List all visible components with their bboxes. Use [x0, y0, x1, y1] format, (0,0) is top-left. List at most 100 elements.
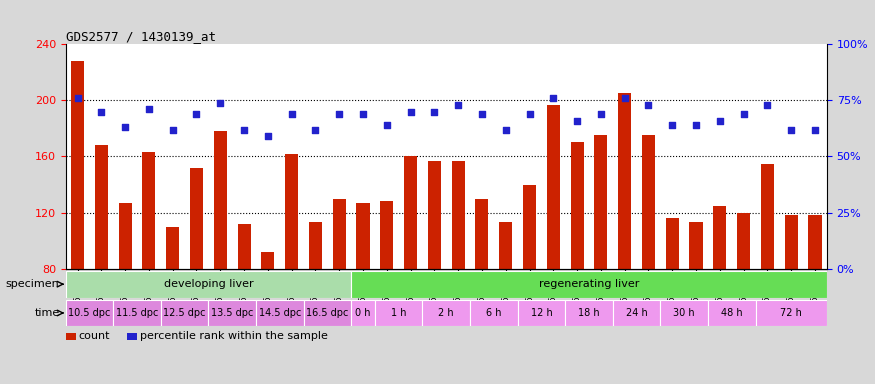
- Point: [71, 95, 85, 101]
- Bar: [499, 222, 512, 269]
- Bar: [118, 203, 131, 269]
- Point: [618, 95, 632, 101]
- Text: 18 h: 18 h: [578, 308, 599, 318]
- Bar: [208, 300, 256, 326]
- Point: [142, 106, 156, 113]
- Text: 48 h: 48 h: [721, 308, 743, 318]
- Bar: [166, 227, 179, 269]
- Point: [808, 126, 822, 132]
- Text: 16.5 dpc: 16.5 dpc: [306, 308, 348, 318]
- Point: [284, 111, 298, 117]
- Text: specimen: specimen: [6, 279, 60, 289]
- Text: 11.5 dpc: 11.5 dpc: [116, 308, 158, 318]
- Point: [737, 111, 751, 117]
- Bar: [304, 300, 351, 326]
- Bar: [523, 185, 536, 269]
- Bar: [381, 202, 394, 269]
- Text: count: count: [79, 331, 110, 341]
- Point: [118, 124, 132, 130]
- Text: 12.5 dpc: 12.5 dpc: [164, 308, 206, 318]
- Text: 0 h: 0 h: [355, 308, 371, 318]
- Bar: [470, 300, 518, 326]
- Point: [475, 111, 489, 117]
- Bar: [612, 300, 661, 326]
- Point: [332, 111, 346, 117]
- Text: percentile rank within the sample: percentile rank within the sample: [140, 331, 328, 341]
- Bar: [66, 300, 113, 326]
- Bar: [190, 168, 203, 269]
- Bar: [94, 145, 108, 269]
- Bar: [690, 222, 703, 269]
- Text: 72 h: 72 h: [780, 308, 802, 318]
- Point: [214, 99, 228, 106]
- Bar: [256, 300, 304, 326]
- Bar: [351, 300, 374, 326]
- Bar: [808, 215, 822, 269]
- Bar: [161, 300, 208, 326]
- Text: regenerating liver: regenerating liver: [539, 279, 639, 289]
- Point: [452, 102, 466, 108]
- Bar: [351, 271, 827, 298]
- Text: 13.5 dpc: 13.5 dpc: [211, 308, 254, 318]
- Bar: [428, 161, 441, 269]
- Text: developing liver: developing liver: [164, 279, 253, 289]
- Point: [594, 111, 608, 117]
- Point: [570, 118, 584, 124]
- Bar: [594, 136, 607, 269]
- Bar: [547, 104, 560, 269]
- Point: [641, 102, 655, 108]
- Bar: [356, 203, 369, 269]
- Bar: [570, 142, 584, 269]
- Point: [190, 111, 204, 117]
- Bar: [785, 215, 798, 269]
- Text: 24 h: 24 h: [626, 308, 648, 318]
- Bar: [423, 300, 470, 326]
- Bar: [113, 300, 161, 326]
- Bar: [618, 93, 631, 269]
- Point: [380, 122, 394, 128]
- Text: 14.5 dpc: 14.5 dpc: [258, 308, 301, 318]
- Point: [308, 126, 322, 132]
- Point: [784, 126, 798, 132]
- Bar: [374, 300, 423, 326]
- Point: [713, 118, 727, 124]
- Text: time: time: [34, 308, 60, 318]
- Bar: [214, 131, 227, 269]
- Bar: [666, 218, 679, 269]
- Bar: [761, 164, 774, 269]
- Point: [94, 108, 108, 114]
- Bar: [452, 161, 465, 269]
- Bar: [66, 271, 351, 298]
- Bar: [737, 213, 750, 269]
- Bar: [285, 154, 298, 269]
- Point: [427, 108, 441, 114]
- Bar: [708, 300, 755, 326]
- Text: 12 h: 12 h: [530, 308, 552, 318]
- Text: 10.5 dpc: 10.5 dpc: [68, 308, 110, 318]
- Text: 30 h: 30 h: [674, 308, 695, 318]
- Bar: [661, 300, 708, 326]
- Text: 2 h: 2 h: [438, 308, 454, 318]
- Bar: [475, 199, 488, 269]
- Text: GDS2577 / 1430139_at: GDS2577 / 1430139_at: [66, 30, 215, 43]
- Point: [356, 111, 370, 117]
- Text: 1 h: 1 h: [391, 308, 406, 318]
- Point: [403, 108, 417, 114]
- Bar: [237, 224, 250, 269]
- Point: [261, 133, 275, 139]
- Bar: [642, 136, 655, 269]
- Point: [237, 126, 251, 132]
- Bar: [755, 300, 827, 326]
- Point: [522, 111, 536, 117]
- Bar: [404, 157, 417, 269]
- Bar: [309, 222, 322, 269]
- Bar: [332, 199, 346, 269]
- Bar: [71, 61, 84, 269]
- Point: [760, 102, 774, 108]
- Bar: [143, 152, 156, 269]
- Bar: [713, 205, 726, 269]
- Point: [665, 122, 679, 128]
- Bar: [262, 252, 275, 269]
- Bar: [565, 300, 612, 326]
- Bar: [518, 300, 565, 326]
